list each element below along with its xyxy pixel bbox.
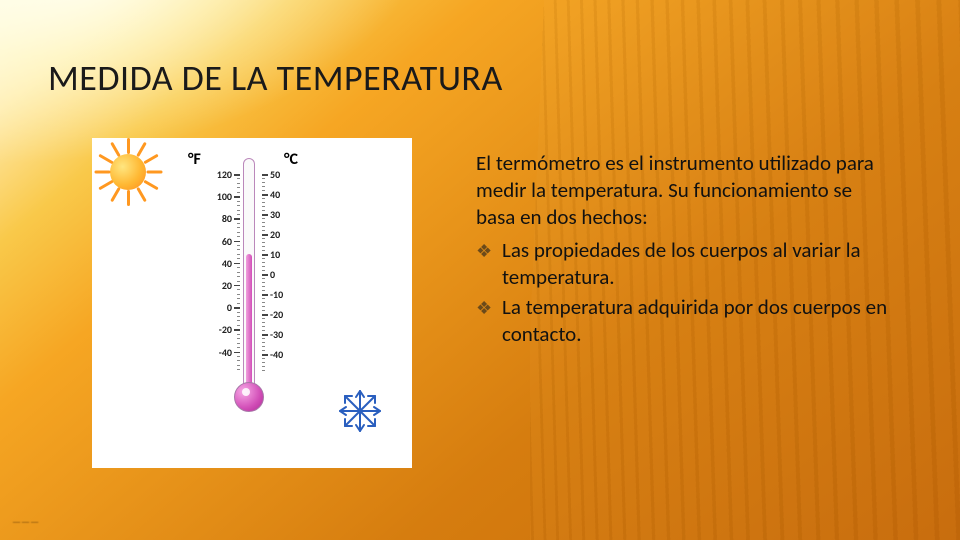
text-content: El termómetro es el instrumento utilizad… bbox=[476, 150, 896, 352]
thermometer-body bbox=[234, 158, 264, 408]
celsius-scale: 50403020100-10-20-30-40 bbox=[270, 174, 300, 374]
mercury-column bbox=[246, 254, 252, 387]
diamond-bullet-icon: ❖ bbox=[476, 297, 492, 320]
c-tick: -40 bbox=[270, 354, 300, 374]
bullet-list: ❖ Las propiedades de los cuerpos al varia… bbox=[476, 237, 896, 349]
bullet-text: La temperatura adquirida por dos cuerpos… bbox=[502, 294, 887, 347]
thermometer-bulb bbox=[234, 382, 264, 412]
bullet-item: ❖ La temperatura adquirida por dos cuerpo… bbox=[476, 294, 896, 348]
footer-watermark: ——— bbox=[12, 515, 39, 528]
fahrenheit-scale: 120100806040200-20-40 bbox=[202, 174, 232, 374]
intro-paragraph: El termómetro es el instrumento utilizad… bbox=[476, 150, 896, 231]
thermometer-figure: °F °C 120100806040200-20-40 50403020100-… bbox=[92, 138, 412, 468]
celsius-label: °C bbox=[284, 150, 298, 169]
slide-title: MEDIDA DE LA TEMPERATURA bbox=[48, 56, 503, 100]
sun-icon bbox=[110, 154, 146, 190]
diamond-bullet-icon: ❖ bbox=[476, 240, 492, 263]
f-tick: -40 bbox=[202, 352, 232, 374]
snowflake-icon bbox=[336, 387, 384, 440]
bullet-text: Las propiedades de los cuerpos al variar… bbox=[502, 237, 861, 290]
fahrenheit-label: °F bbox=[188, 150, 201, 169]
bullet-item: ❖ Las propiedades de los cuerpos al varia… bbox=[476, 237, 896, 291]
